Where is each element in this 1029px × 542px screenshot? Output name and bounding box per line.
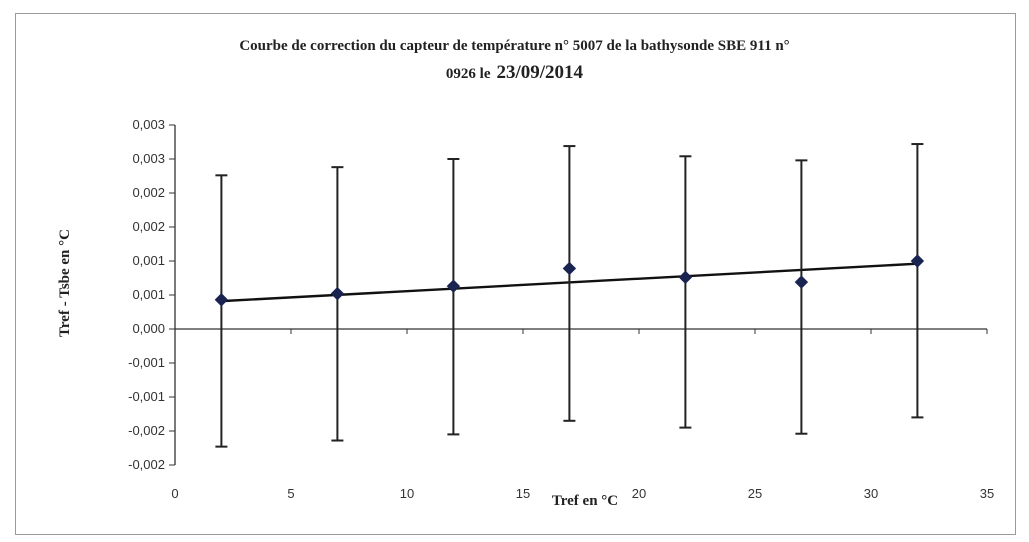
- x-tick-label: 25: [748, 486, 762, 501]
- y-tick-label: 0,001: [132, 253, 165, 268]
- data-point: [214, 293, 229, 307]
- axis-labels: -0,002 -0,002 -0,001 -0,001 0,000 0,001 0,001 0…: [57, 117, 994, 509]
- y-tick-label: -0,001: [128, 389, 165, 404]
- data-point: [330, 286, 345, 301]
- x-tick-label: 30: [864, 486, 878, 501]
- data-marks: [214, 143, 925, 448]
- y-tick-label: 0,003: [132, 151, 165, 166]
- y-tick-label: -0,001: [128, 355, 165, 370]
- y-tick-label: -0,002: [128, 457, 165, 472]
- y-tick-label: 0,002: [132, 219, 165, 234]
- x-tick-label: 15: [516, 486, 530, 501]
- x-tick-label: 5: [287, 486, 294, 501]
- data-point: [446, 279, 461, 293]
- chart-title-suffix: 0926 le: [445, 66, 491, 82]
- y-tick-label: 0,003: [132, 117, 165, 132]
- x-axis-title: Tref en °C: [552, 493, 618, 509]
- y-tick-label: 0,001: [132, 287, 165, 302]
- chart-frame: [15, 13, 1016, 535]
- chart-title: Courbe de correction du capteur de tempé…: [239, 38, 790, 54]
- y-tick-label: 0,002: [132, 185, 165, 200]
- x-tick-label: 35: [980, 486, 994, 501]
- y-tick-label: 0,000: [132, 321, 165, 336]
- x-tick-label: 10: [400, 486, 414, 501]
- y-tick-label: -0,002: [128, 423, 165, 438]
- data-point: [794, 275, 809, 289]
- data-point: [910, 254, 925, 268]
- x-tick-label: 20: [632, 486, 646, 501]
- data-point: [678, 270, 693, 285]
- chart-title-line2: 0926 le 23/09/2014: [0, 62, 1029, 84]
- y-axis-title: Tref - Tsbe en °C: [57, 229, 73, 337]
- data-point: [562, 261, 577, 276]
- x-tick-label: 0: [171, 486, 178, 501]
- axes: [169, 124, 988, 466]
- chart-title-date: 23/09/2014: [496, 62, 584, 83]
